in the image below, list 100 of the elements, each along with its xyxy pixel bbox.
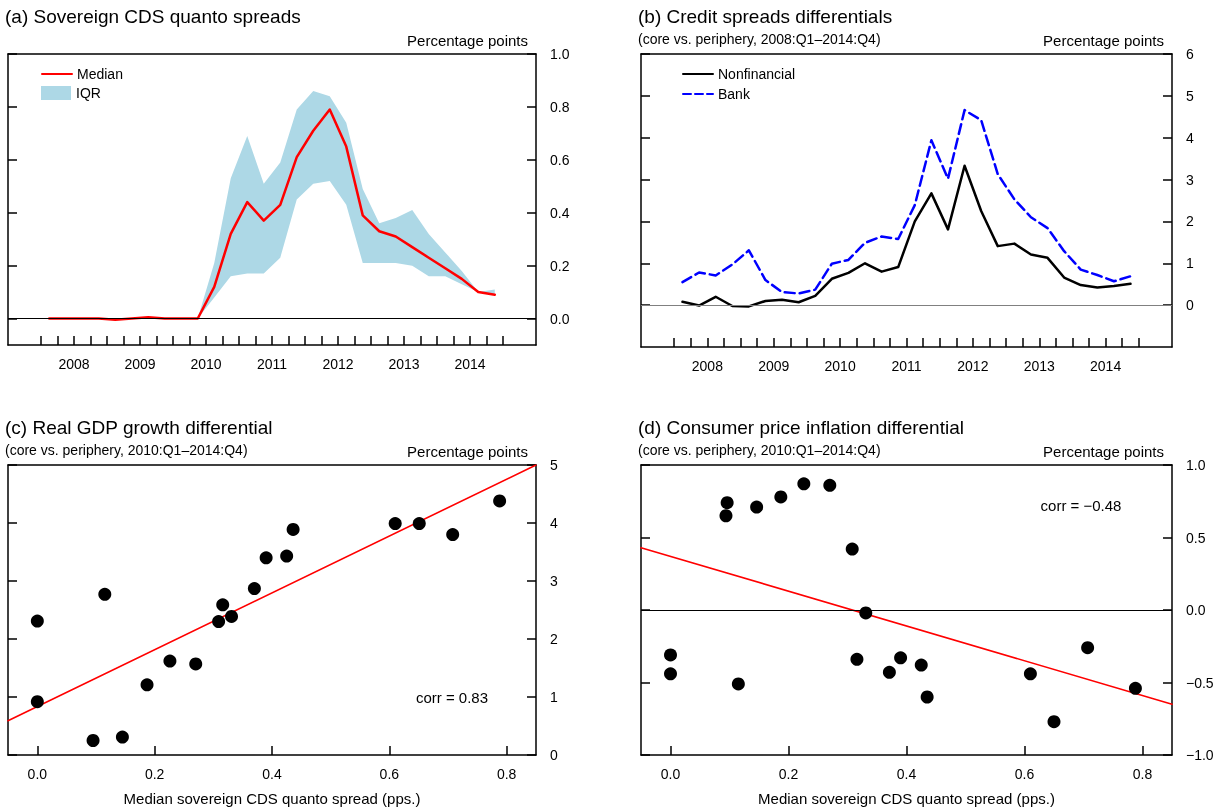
x-tick-label: 2013: [388, 356, 420, 372]
legend-label: Bank: [718, 86, 751, 102]
y-tick-label: 0.6: [550, 151, 570, 168]
y-axis-title: Percentage points: [1043, 32, 1164, 49]
point: [774, 490, 788, 504]
x-axis-title: Median sovereign CDS quanto spread (pps.): [758, 790, 1055, 807]
point: [720, 496, 734, 510]
point: [719, 509, 733, 523]
point: [140, 678, 154, 692]
annotation: corr = 0.83: [415, 688, 489, 706]
y-tick-label: 0.0: [1186, 602, 1206, 618]
y-axis-title: Percentage points: [407, 443, 528, 460]
chart-title: (b) Credit spreads differentials: [638, 6, 893, 27]
point: [1047, 715, 1061, 729]
point: [30, 695, 44, 709]
chart-title: (c) Real GDP growth differential: [5, 417, 273, 438]
point: [189, 657, 203, 671]
y-tick-label: 0.4: [550, 204, 570, 221]
point: [216, 598, 230, 612]
y-axis-title: Percentage points: [1043, 443, 1164, 460]
x-tick-label: 0.0: [660, 766, 681, 782]
x-tick-label: 0.0: [27, 766, 48, 782]
annotation: corr = −0.48: [1040, 496, 1122, 514]
point: [797, 477, 811, 491]
y-tick-label: 1.0: [550, 46, 570, 62]
chart-title: (a) Sovereign CDS quanto spreads: [5, 6, 301, 27]
x-tick-label: 0.2: [778, 766, 799, 782]
x-axis-title: Median sovereign CDS quanto spread (pps.): [123, 790, 421, 807]
point: [446, 528, 460, 542]
x-tick-label: 0.6: [1014, 766, 1035, 782]
point: [850, 652, 864, 666]
legend-label: Nonfinancial: [718, 66, 796, 82]
point: [212, 615, 226, 629]
x-tick-label: 0.4: [896, 766, 917, 782]
y-tick-label: 1.0: [1186, 457, 1206, 473]
point: [859, 606, 873, 620]
chart-subtitle: (core vs. periphery, 2010:Q1–2014:Q4): [5, 442, 248, 458]
y-tick-label: −0.5: [1186, 674, 1214, 691]
point: [823, 478, 837, 492]
point: [731, 677, 745, 691]
x-tick-label: 2013: [1023, 358, 1056, 374]
x-tick-label: 2012: [322, 356, 354, 372]
y-tick-label: 0.5: [1186, 529, 1206, 546]
chart-title: (d) Consumer price inflation differential: [638, 417, 964, 438]
point: [30, 614, 44, 628]
y-tick-label: 0: [550, 747, 558, 763]
x-tick-label: 2011: [256, 356, 288, 372]
y-tick-label: 4: [1186, 129, 1194, 146]
y-tick-label: 3: [550, 573, 558, 589]
point: [412, 517, 426, 531]
x-tick-label: 0.4: [262, 766, 282, 782]
point: [98, 587, 112, 601]
y-tick-label: 0.2: [550, 257, 570, 274]
y-axis-title: Percentage points: [407, 32, 528, 49]
point: [247, 582, 261, 596]
point: [664, 667, 677, 681]
point: [894, 651, 908, 665]
y-tick-label: 0: [1186, 297, 1194, 314]
x-tick-label: 2009: [124, 356, 156, 372]
point: [914, 658, 928, 672]
x-tick-label: 0.6: [379, 766, 400, 782]
point: [664, 648, 677, 662]
line-series: [681, 108, 1132, 295]
point: [1023, 667, 1037, 681]
x-tick-label: 2014: [454, 356, 486, 372]
y-tick-label: 4: [550, 515, 558, 531]
point: [115, 730, 129, 744]
point: [163, 654, 177, 668]
point: [286, 522, 300, 536]
y-tick-label: 0.0: [550, 310, 570, 327]
y-tick-label: 1: [550, 689, 558, 705]
x-tick-label: 0.2: [144, 766, 165, 782]
point: [388, 517, 402, 531]
point: [1081, 641, 1095, 655]
point: [259, 551, 273, 565]
point: [845, 542, 859, 556]
y-tick-label: 5: [1186, 87, 1194, 104]
x-tick-label: 2008: [58, 356, 90, 372]
x-tick-label: 0.8: [1132, 766, 1153, 782]
y-tick-label: 5: [550, 457, 558, 473]
y-tick-label: 3: [1186, 171, 1194, 188]
x-tick-label: 2010: [190, 356, 222, 372]
point: [225, 609, 239, 623]
y-tick-label: 2: [1186, 213, 1194, 230]
x-tick-label: 2008: [691, 358, 724, 374]
y-tick-label: −1.0: [1186, 747, 1214, 763]
y-tick-label: 6: [1186, 46, 1194, 62]
x-tick-label: 0.8: [496, 766, 517, 782]
point: [750, 500, 764, 514]
chart-subtitle: (core vs. periphery, 2010:Q1–2014:Q4): [638, 442, 881, 458]
annotation: IQR: [76, 85, 101, 101]
point: [280, 549, 294, 563]
point: [493, 494, 507, 508]
x-tick-label: 2012: [957, 358, 989, 374]
line-series: [681, 164, 1132, 308]
x-tick-label: 2011: [891, 358, 922, 374]
y-tick-label: 0.8: [550, 98, 570, 115]
x-tick-label: 2009: [758, 358, 790, 374]
legend-label: Median: [77, 66, 123, 82]
point: [1128, 681, 1142, 695]
